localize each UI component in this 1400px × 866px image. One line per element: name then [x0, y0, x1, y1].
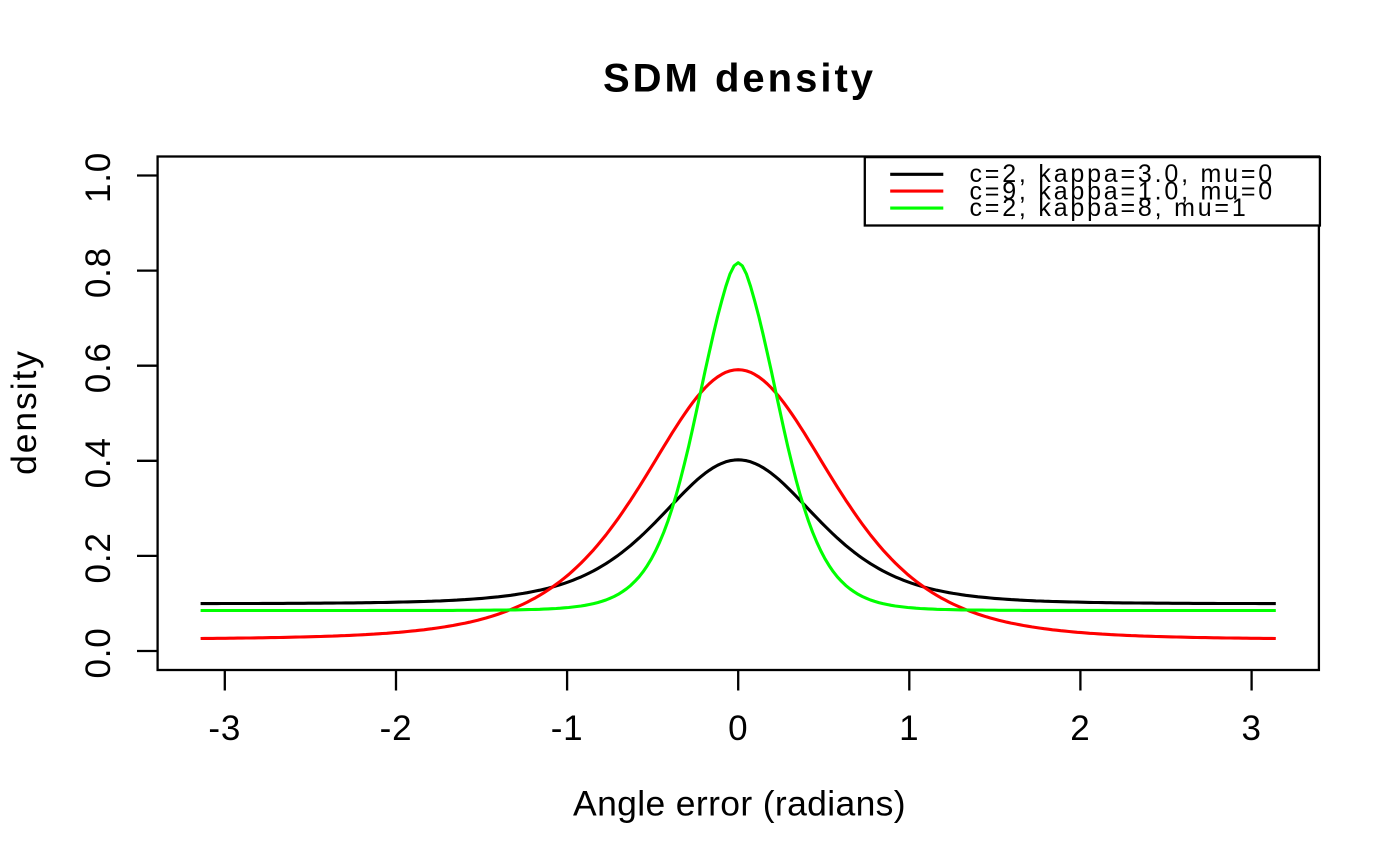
svg-text:0.6: 0.6 — [79, 342, 118, 393]
svg-text:-3: -3 — [208, 709, 241, 748]
svg-text:Angle error (radians): Angle error (radians) — [573, 783, 906, 823]
svg-text:2: 2 — [1070, 709, 1090, 748]
svg-text:c=2, kappa=8, mu=1: c=2, kappa=8, mu=1 — [970, 194, 1249, 222]
svg-text:density: density — [4, 349, 44, 475]
svg-text:3: 3 — [1241, 709, 1261, 748]
svg-text:-1: -1 — [551, 709, 584, 748]
svg-text:1.0: 1.0 — [79, 152, 118, 203]
svg-text:c=2, kappa=3.0, mu=0: c=2, kappa=3.0, mu=0 — [970, 160, 1276, 188]
svg-text:0.2: 0.2 — [79, 532, 118, 583]
svg-text:SDM density: SDM density — [603, 57, 876, 101]
svg-text:0.8: 0.8 — [79, 247, 118, 298]
svg-text:c=9, kappa=1.0, mu=0: c=9, kappa=1.0, mu=0 — [970, 177, 1276, 205]
svg-text:0: 0 — [728, 709, 748, 748]
svg-text:-2: -2 — [380, 709, 413, 748]
svg-text:0.4: 0.4 — [79, 437, 118, 488]
svg-text:1: 1 — [899, 709, 919, 748]
svg-text:0.0: 0.0 — [79, 627, 118, 678]
